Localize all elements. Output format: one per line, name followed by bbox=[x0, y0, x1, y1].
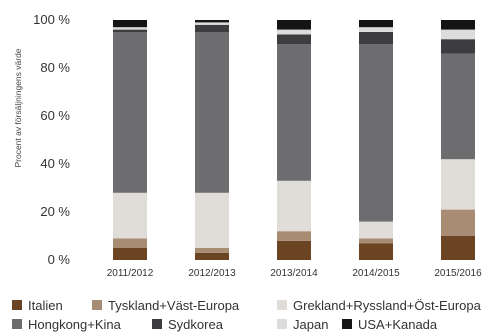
bar-segment bbox=[359, 44, 393, 222]
bar-segment bbox=[113, 238, 147, 248]
y-tick-label: 60 % bbox=[40, 108, 70, 123]
legend-label: Italien bbox=[28, 297, 63, 313]
y-axis-label: Procent av försäljningens värde bbox=[13, 48, 23, 167]
x-tick-label: 2014/2015 bbox=[352, 268, 400, 279]
bar-segment bbox=[441, 20, 475, 30]
bar-segment bbox=[113, 27, 147, 30]
bar-segment bbox=[359, 27, 393, 32]
x-tick-label: 2013/2014 bbox=[270, 268, 318, 279]
x-tick-label: 2011/2012 bbox=[107, 268, 154, 279]
bar-segment bbox=[359, 221, 393, 239]
bar-segment bbox=[441, 39, 475, 54]
legend-swatch bbox=[12, 319, 22, 329]
y-tick-label: 40 % bbox=[40, 156, 70, 171]
bar-segment bbox=[441, 29, 475, 40]
bar-segment bbox=[113, 32, 147, 193]
x-tick-label: 2015/2016 bbox=[434, 268, 482, 279]
y-tick-label: 20 % bbox=[40, 204, 70, 219]
legend-item: Tyskland+Väst-Europa bbox=[92, 296, 239, 314]
legend: Italien Tyskland+Väst-Europa Grekland+Ryss… bbox=[12, 296, 502, 336]
bar-segment bbox=[277, 44, 311, 181]
legend-swatch bbox=[92, 300, 102, 310]
legend-label: Tyskland+Väst-Europa bbox=[108, 297, 240, 313]
y-tick-label: 0 % bbox=[48, 252, 71, 267]
bar-segment bbox=[277, 231, 311, 241]
legend-item: Grekland+Ryssland+Öst-Europa bbox=[277, 296, 481, 314]
bar-segment bbox=[195, 248, 229, 253]
legend-item: USA+Kanada bbox=[342, 315, 437, 333]
bar-segment bbox=[195, 252, 229, 260]
legend-item: Japan bbox=[277, 315, 328, 333]
bar-segment bbox=[277, 180, 311, 232]
legend-swatch bbox=[277, 319, 287, 329]
legend-label: USA+Kanada bbox=[358, 316, 438, 332]
bar-segment bbox=[195, 20, 229, 23]
legend-item: Hongkong+Kina bbox=[12, 315, 121, 333]
legend-item: Sydkorea bbox=[152, 315, 223, 333]
bar-segment bbox=[195, 24, 229, 32]
bar-segment bbox=[113, 248, 147, 260]
bar-segment bbox=[277, 34, 311, 44]
x-tick-label: 2012/2013 bbox=[188, 268, 236, 279]
y-tick-label: 100 % bbox=[33, 12, 70, 27]
legend-swatch bbox=[12, 300, 22, 310]
legend-label: Grekland+Ryssland+Öst-Europa bbox=[293, 297, 481, 313]
bar-segment bbox=[277, 20, 311, 30]
legend-item: Italien bbox=[12, 296, 63, 314]
bar-segment bbox=[359, 238, 393, 244]
bar-segment bbox=[359, 20, 393, 28]
bar-segment bbox=[113, 20, 147, 28]
y-tick-label: 80 % bbox=[40, 60, 70, 75]
legend-swatch bbox=[342, 319, 352, 329]
bar-segment bbox=[113, 192, 147, 239]
bar-segment bbox=[359, 243, 393, 260]
bar-segment bbox=[441, 236, 475, 260]
legend-label: Sydkorea bbox=[168, 316, 223, 332]
legend-swatch bbox=[277, 300, 287, 310]
bar-segment bbox=[359, 32, 393, 44]
bar-segment bbox=[441, 159, 475, 210]
bar-segment bbox=[277, 29, 311, 35]
bar-segment bbox=[195, 22, 229, 25]
legend-label: Hongkong+Kina bbox=[28, 316, 121, 332]
bar-segment bbox=[277, 240, 311, 260]
bar-segment bbox=[441, 53, 475, 160]
legend-swatch bbox=[152, 319, 162, 329]
bar-segment bbox=[441, 209, 475, 236]
legend-label: Japan bbox=[293, 316, 329, 332]
bar-segment bbox=[113, 29, 147, 32]
bar-segment bbox=[195, 192, 229, 248]
chart: Procent av försäljningens värde 0 % 20 % 4… bbox=[13, 12, 482, 279]
bar-segment bbox=[195, 32, 229, 193]
